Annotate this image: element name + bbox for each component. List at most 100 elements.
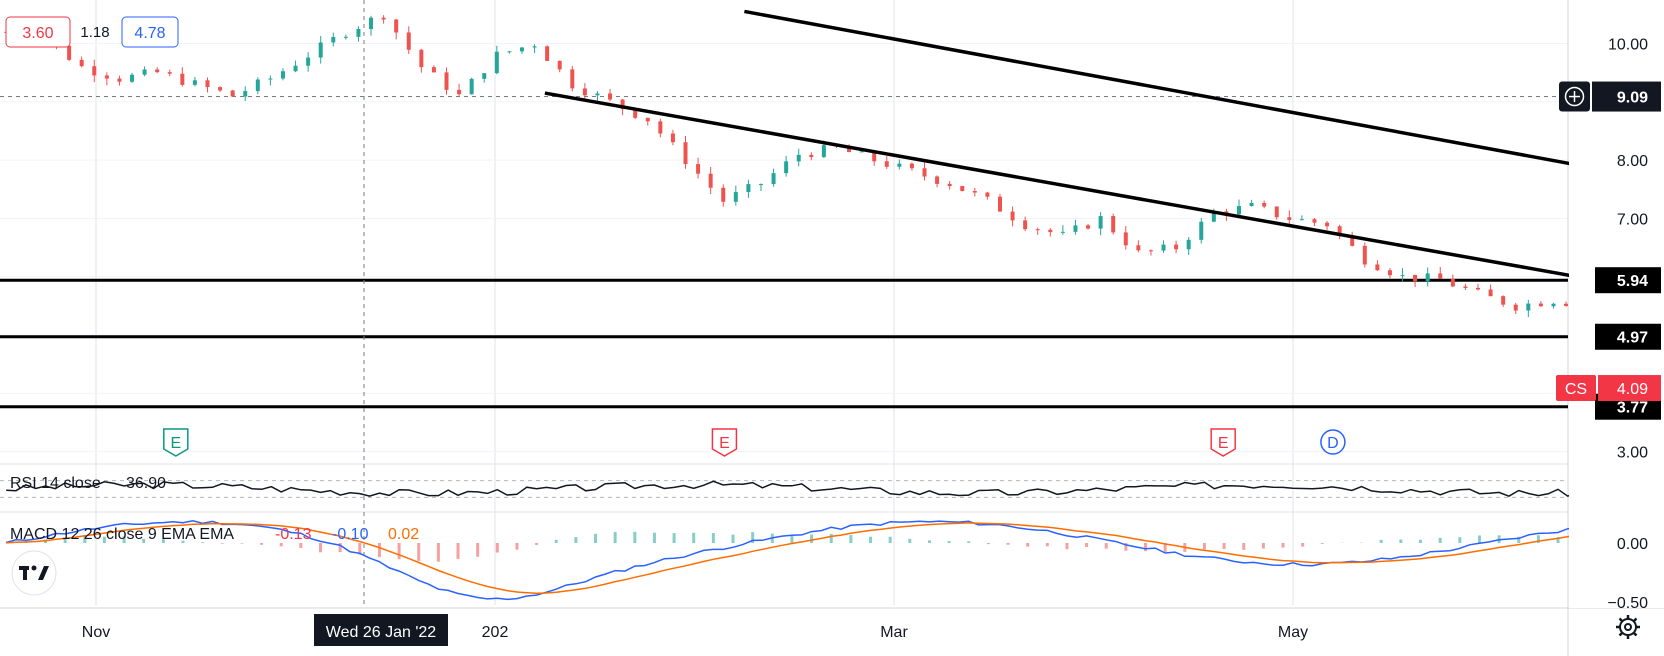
channel-upper-line xyxy=(744,9,1664,183)
candle-body xyxy=(746,184,751,193)
candle-body xyxy=(1236,206,1241,215)
candle-body xyxy=(192,80,197,85)
candle-body xyxy=(696,164,701,174)
candle-body xyxy=(1262,202,1267,207)
tradingview-logo-icon[interactable] xyxy=(11,550,57,596)
macd-histogram-bar xyxy=(711,533,715,543)
macd-histogram-bar xyxy=(849,535,853,543)
horizontal-levels xyxy=(0,278,1568,409)
event-letter: E xyxy=(719,435,730,452)
gear-icon[interactable] xyxy=(1616,615,1640,639)
plus-circle-icon xyxy=(1564,86,1585,107)
earnings-marker xyxy=(711,428,738,457)
rsi-legend: RSI 14 close 36.90 xyxy=(10,475,166,492)
macd-histogram-bar xyxy=(829,533,833,543)
candle-body xyxy=(1425,273,1430,282)
candle-body xyxy=(1501,296,1506,305)
candle-body xyxy=(369,17,374,29)
candle-body xyxy=(1538,303,1543,307)
earnings-marker xyxy=(163,428,189,457)
candle-body xyxy=(683,142,688,165)
signal-line xyxy=(6,522,1664,594)
time-axis[interactable]: Nov202MarMayJulSepNov2023Wed 26 Jan '22 xyxy=(82,614,1664,646)
macd-legend: MACD 12 26 close 9 EMA EMA -0.13 -0.10 0… xyxy=(10,526,419,543)
price-tick-label: 7.00 xyxy=(1617,211,1648,228)
candle-body xyxy=(1438,273,1443,279)
rsi-pane xyxy=(0,480,1664,498)
candle-body xyxy=(343,36,348,38)
candle-body xyxy=(318,42,323,58)
candle-body xyxy=(733,192,738,202)
macd-histogram-bar xyxy=(358,543,362,555)
candle-body xyxy=(784,161,789,174)
crosshair-date-label: Wed 26 Jan '22 xyxy=(326,624,436,641)
macd-histogram-bar xyxy=(319,543,323,553)
macd-histogram-bar xyxy=(1006,543,1010,545)
price-tick-label: 3.00 xyxy=(1617,445,1648,462)
candle-body xyxy=(1111,216,1116,233)
spread-value: 1.18 xyxy=(80,24,109,41)
macd-histogram-bar xyxy=(83,536,87,543)
macd-value-1: -0.13 xyxy=(275,526,312,543)
macd-histogram-bar xyxy=(672,533,676,543)
macd-histogram-bar xyxy=(967,541,971,543)
macd-histogram-bar xyxy=(1242,543,1246,550)
candle-body xyxy=(947,183,952,187)
candle-body xyxy=(142,69,147,75)
candle-body xyxy=(658,121,663,134)
macd-histogram-bar xyxy=(1261,543,1265,549)
chart-grid xyxy=(0,0,1568,605)
macd-histogram-bar xyxy=(1202,543,1206,550)
macd-histogram-bar xyxy=(240,543,244,544)
candle-body xyxy=(218,87,223,91)
ohlc-header: 3.60 1.18 4.78 xyxy=(5,16,179,48)
channel-lower-line xyxy=(544,91,1664,294)
candle-body xyxy=(1174,244,1179,250)
macd-histogram-bar xyxy=(1419,539,1423,543)
candle-body xyxy=(985,192,990,197)
macd-histogram-bar xyxy=(495,543,499,553)
macd-value-3: 0.02 xyxy=(388,526,419,543)
candle-body xyxy=(1551,303,1556,307)
macd-histogram-bar xyxy=(986,543,990,545)
event-letter: E xyxy=(170,435,181,452)
macd-histogram-bar xyxy=(869,536,873,543)
candle-body xyxy=(1488,289,1493,297)
macd-histogram-bar xyxy=(1085,543,1089,548)
candle-body xyxy=(419,49,424,68)
candle-body xyxy=(997,196,1002,212)
trend-channel[interactable] xyxy=(544,9,1664,451)
candle-body xyxy=(1375,264,1380,271)
candle-body xyxy=(1463,286,1468,288)
macd-histogram-bar xyxy=(1026,543,1030,547)
macd-histogram-bar xyxy=(122,536,126,543)
macd-histogram-bar xyxy=(436,543,440,562)
macd-histogram-bar xyxy=(731,534,735,543)
macd-histogram-bar xyxy=(260,543,264,545)
candle-body xyxy=(1148,250,1153,252)
candle-body xyxy=(582,88,587,96)
candle-body xyxy=(897,163,902,167)
macd-histogram-bar xyxy=(1163,543,1167,552)
candle-body xyxy=(1211,211,1216,222)
macd-histogram-bar xyxy=(927,540,931,543)
candle-body xyxy=(859,151,864,153)
candle-body xyxy=(1325,222,1330,227)
candle-body xyxy=(1023,220,1028,230)
macd-histogram-bar xyxy=(161,539,165,543)
candle-body xyxy=(331,37,336,43)
price-tick-label: 10.00 xyxy=(1608,37,1648,54)
event-markers[interactable]: EEEDEE xyxy=(163,428,1664,457)
macd-histogram-bar xyxy=(554,539,558,543)
candle-body xyxy=(884,161,889,167)
candle-body xyxy=(406,32,411,50)
price-axis[interactable]: 10.00 8.00 7.00 3.00 5.94 4.97 3.77 9.09 CS 4.09 0… xyxy=(1556,0,1664,612)
time-tick-label: May xyxy=(1278,624,1308,641)
candle-body xyxy=(469,78,474,95)
candle-body xyxy=(1450,278,1455,287)
candle-body xyxy=(1564,303,1569,307)
candle-body xyxy=(205,80,210,88)
macd-histogram-bar xyxy=(1556,537,1560,543)
candle-body xyxy=(293,65,298,72)
